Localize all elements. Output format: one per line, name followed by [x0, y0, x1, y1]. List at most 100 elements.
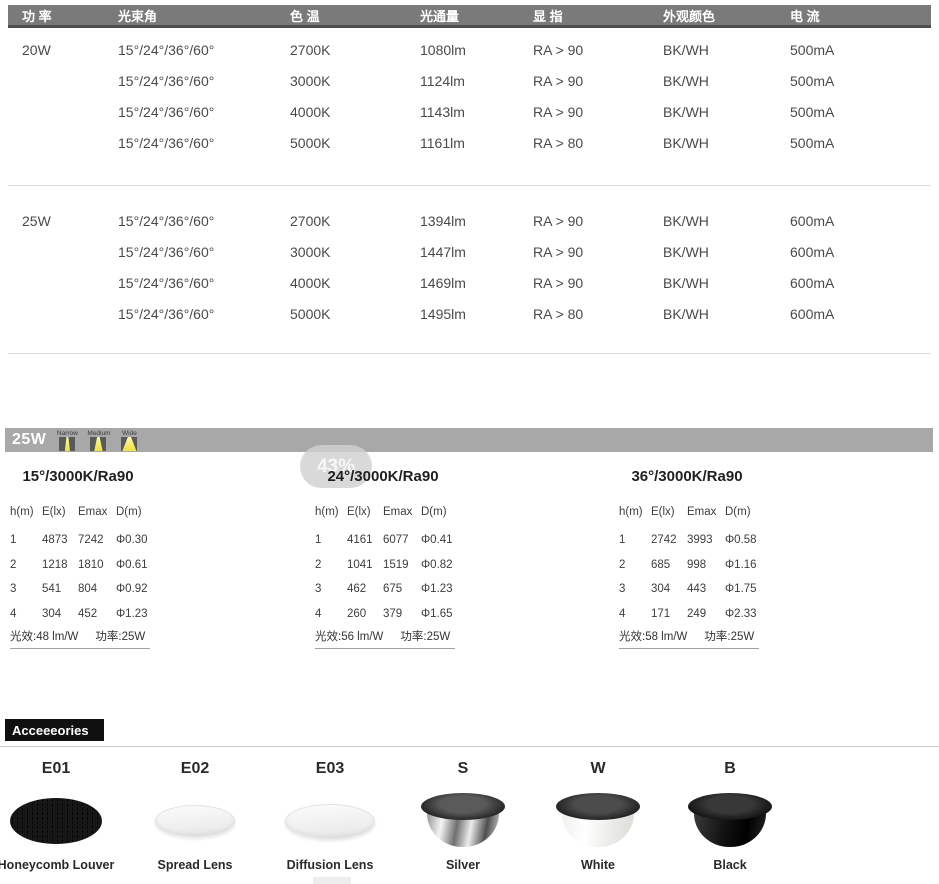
photometric-table-footer: 光效:48 lm/W 功率:25W — [10, 628, 150, 649]
photometric-table-footer: 光效:58 lm/W 功率:25W — [619, 628, 759, 649]
photometric-cell: 462 — [347, 583, 367, 596]
reflector-shape — [688, 793, 772, 849]
spec-column-header: 显 指 — [533, 8, 563, 24]
accessory-name: Honeycomb Louver — [0, 858, 115, 872]
reflector-rim-shape — [688, 793, 772, 820]
photometric-cell: 675 — [383, 583, 403, 596]
photometric-column-header: Emax — [687, 506, 717, 518]
photometric-row: 3 462 675 Φ1.23 — [315, 577, 461, 602]
accessory-name: Spread Lens — [157, 858, 233, 872]
beam-angle-cell: 15°/24°/36°/60° — [118, 212, 215, 229]
photometric-cell: 452 — [78, 607, 98, 620]
finish-cell: BK/WH — [663, 103, 709, 120]
efficacy-label: 光效:56 lm/W — [315, 631, 384, 643]
photometric-cell: 998 — [687, 558, 707, 571]
accessories-title: Acceeeories — [12, 722, 89, 738]
beam-icon-glyph — [59, 437, 76, 451]
accessory-item: E03 Diffusion Lens — [260, 760, 400, 872]
photometric-table-title: 24°/3000K/Ra90 — [327, 468, 439, 485]
photometric-cell: 2 — [619, 558, 626, 571]
spec-group-20W: 20W 15°/24°/36°/60° 2700K 1080lm RA > 90 BK/W… — [8, 34, 931, 158]
beam-icon-label: Wide — [122, 430, 137, 437]
medium-beam-icon: Medium — [87, 430, 111, 451]
honeycomb-louver-shape — [10, 798, 102, 844]
accessory-name: Black — [713, 858, 747, 872]
finish-cell: BK/WH — [663, 72, 709, 89]
current-cell: 600mA — [790, 243, 835, 260]
photometric-column-header: E(lx) — [651, 506, 675, 518]
flux-cell: 1394lm — [420, 212, 466, 229]
photometric-column-header: D(m) — [116, 506, 142, 518]
photometric-row: 4 260 379 Φ1.65 — [315, 602, 461, 627]
beam-angle-icons: Narrow Medium Wide — [56, 429, 140, 451]
cct-cell: 2700K — [290, 212, 331, 229]
finish-cell: BK/WH — [663, 41, 709, 58]
flux-cell: 1124lm — [420, 72, 465, 89]
photometric-row: 1 4161 6077 Φ0.41 — [315, 528, 461, 553]
photometric-cell: 249 — [687, 607, 707, 620]
photometric-cell: 4 — [619, 607, 626, 620]
photometric-column-header: D(m) — [725, 506, 751, 518]
reflector-shape — [556, 793, 640, 849]
photometric-row: 3 541 804 Φ0.92 — [10, 577, 156, 602]
photometric-cell: Φ0.61 — [116, 558, 148, 571]
photometric-cell: Φ0.30 — [116, 534, 148, 547]
photometric-cell: 1218 — [42, 558, 68, 571]
photometric-cell: 4161 — [347, 534, 373, 547]
reflector-rim-shape — [556, 793, 640, 820]
beam-icon-glyph — [90, 437, 107, 451]
reflector-shape — [421, 793, 505, 849]
photometric-row: 2 1041 1519 Φ0.82 — [315, 553, 461, 578]
accessory-name: White — [580, 858, 616, 872]
flux-cell: 1143lm — [420, 103, 465, 120]
cri-cell: RA > 90 — [533, 103, 584, 120]
power-label: 功率:25W — [95, 631, 146, 643]
flux-cell: 1495lm — [420, 305, 466, 322]
photometric-row: 2 1218 1810 Φ0.61 — [10, 553, 156, 578]
beam-icon-glyph — [121, 437, 138, 451]
photometric-cell: 2 — [315, 558, 322, 571]
narrow-beam-icon: Narrow — [56, 430, 78, 451]
cri-cell: RA > 80 — [533, 305, 584, 322]
lens-shape — [155, 805, 235, 837]
cct-cell: 4000K — [290, 103, 331, 120]
efficacy-label: 光效:48 lm/W — [10, 631, 79, 643]
current-cell: 600mA — [790, 274, 835, 291]
spec-table-header-bar: 功 率 光束角 色 温 光通量 显 指 外观颜色 电 流 — [8, 5, 931, 28]
white-image — [528, 784, 668, 858]
current-cell: 500mA — [790, 41, 835, 58]
spec-column-header: 光束角 — [118, 8, 158, 24]
beam-cone-shape — [64, 437, 70, 451]
photometric-table-rows: 1 4161 6077 Φ0.41 2 1041 1519 Φ0.82 3 462 675 Φ1.23… — [315, 528, 461, 626]
photometric-cell: 3 — [619, 583, 626, 596]
photometric-table-title: 36°/3000K/Ra90 — [631, 468, 743, 485]
photometric-table-columns: h(m) E(lx) Emax D(m) — [619, 506, 765, 518]
cct-cell: 2700K — [290, 41, 331, 58]
cri-cell: RA > 80 — [533, 134, 584, 151]
power-cell: 25W — [22, 212, 51, 229]
photometric-cell: 2742 — [651, 534, 677, 547]
cri-cell: RA > 90 — [533, 72, 584, 89]
honeycomb-louver-image — [0, 784, 126, 858]
reflector-rim-shape — [421, 793, 505, 820]
flux-cell: 1469lm — [420, 274, 466, 291]
photometric-cell: 260 — [347, 607, 367, 620]
power-label: 功率:25W — [400, 631, 451, 643]
beam-angle-cell: 15°/24°/36°/60° — [118, 243, 215, 260]
photometric-cell: Φ1.75 — [725, 583, 757, 596]
photometric-row: 1 4873 7242 Φ0.30 — [10, 528, 156, 553]
photometric-cell: Φ2.33 — [725, 607, 757, 620]
photometric-row: 4 304 452 Φ1.23 — [10, 602, 156, 627]
accessory-code: S — [457, 760, 469, 777]
photometric-cell: Φ1.23 — [421, 583, 453, 596]
cct-cell: 4000K — [290, 274, 331, 291]
spec-row: 15°/24°/36°/60° 4000K 1143lm RA > 90 BK/WH 50… — [8, 96, 931, 127]
photometric-cell: 304 — [42, 607, 62, 620]
flux-cell: 1161lm — [420, 134, 465, 151]
silver-image — [393, 784, 533, 858]
cct-cell: 5000K — [290, 134, 331, 151]
photometric-column-header: h(m) — [10, 506, 34, 518]
accessories-divider — [0, 746, 939, 747]
photometric-column-header: Emax — [383, 506, 413, 518]
photometric-row: 2 685 998 Φ1.16 — [619, 553, 765, 578]
